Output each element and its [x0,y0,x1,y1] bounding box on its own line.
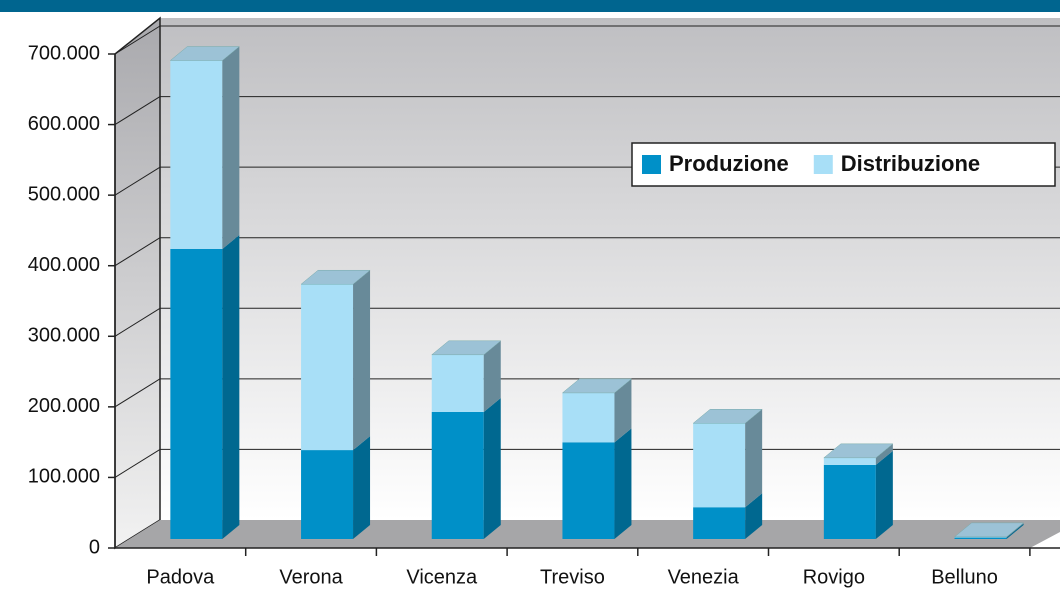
bar-side [222,234,240,540]
bar-side [745,493,763,539]
bar [431,411,484,539]
bar-side [614,378,632,443]
bar-side [222,46,240,249]
bar-side [875,443,893,465]
legend-swatch [642,155,661,174]
y-tick-label: 200.000 [28,395,100,417]
bar-top [561,378,633,394]
y-tick-label: 600.000 [28,113,100,135]
bar-side [483,397,501,539]
y-tick-label: 700.000 [28,42,100,64]
bar-side [483,340,501,412]
bar-side [745,409,763,508]
bar-side [353,436,371,539]
bar-top [431,340,502,356]
bar-top [300,269,371,285]
grid-line [114,166,161,196]
bar [301,450,354,539]
x-tick-label: Padova [146,566,215,588]
bar [431,354,484,412]
legend-swatch [813,155,833,174]
bar [823,457,876,465]
y-tick-label: 0 [89,536,100,558]
bar [170,248,223,540]
bar [693,423,746,508]
y-tick-label: 500.000 [28,183,100,205]
bar-top [823,443,894,459]
bar [301,284,354,451]
x-tick-label: Venezia [668,566,740,588]
x-tick-label: Belluno [931,566,998,588]
header-band [0,0,1060,12]
x-tick-label: Rovigo [803,566,865,588]
bar [562,442,615,539]
bar-side [875,450,893,539]
bar [823,464,876,539]
grid-line [114,449,161,478]
bar-top [692,409,763,424]
y-tick-label: 300.000 [28,325,100,347]
x-tick-label: Verona [279,566,343,588]
bar-side [353,270,371,451]
y-tick-label: 100.000 [28,466,100,488]
bar-top [953,522,1025,538]
bar [562,392,615,443]
x-tick-label: Vicenza [406,566,478,588]
bar-side [614,428,632,539]
x-tick-label: Treviso [540,566,605,588]
bar [693,507,746,539]
grid-line [114,307,161,337]
bar [170,60,223,249]
grid-line [114,25,161,55]
grid-line [114,237,161,267]
legend-label: Produzione [669,151,789,176]
grid-line [114,96,161,125]
legend-box [631,142,1056,187]
bar-side [1006,523,1024,539]
bar [954,537,1007,539]
side-wall [114,16,161,550]
y-tick-label: 400.000 [28,254,100,276]
bar [954,536,1007,538]
bar-top [169,46,241,61]
legend-label: Distribuzione [841,151,980,176]
grid-line [114,378,161,408]
